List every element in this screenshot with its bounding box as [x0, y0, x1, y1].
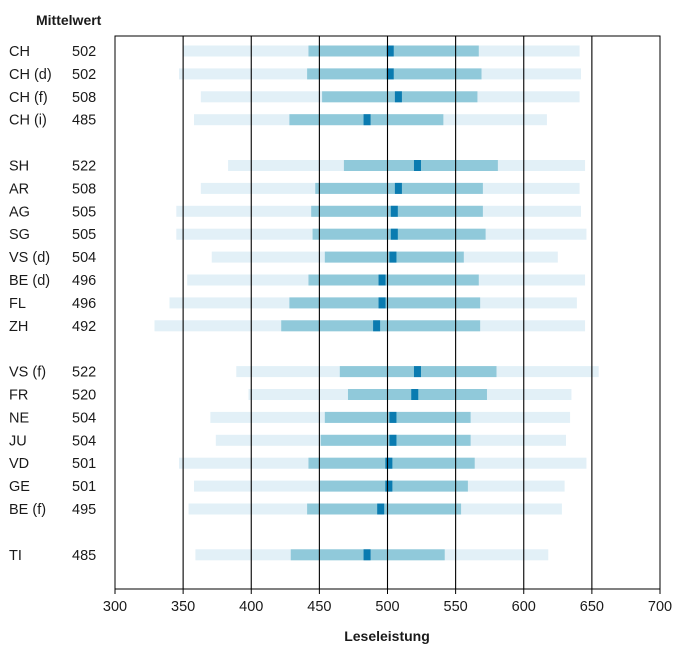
- mean-marker: [385, 480, 393, 492]
- row-label: BE (f): [9, 502, 46, 518]
- row-label: CH (d): [9, 67, 52, 83]
- x-tick-label: 400: [239, 599, 263, 615]
- row-label: CH: [9, 44, 30, 60]
- gridlines: [182, 36, 593, 589]
- row-label: FL: [9, 296, 26, 312]
- mean-marker: [411, 389, 419, 400]
- mean-marker: [413, 366, 421, 378]
- x-tick-labels: 300 350 400 450 500 550 600 650 700: [103, 589, 672, 615]
- row-label: VD: [9, 456, 29, 472]
- x-tick-label: 600: [512, 599, 536, 615]
- row-label: BE (d): [9, 273, 50, 289]
- mean-marker: [389, 411, 397, 423]
- row-mean-value: 496: [72, 273, 96, 289]
- percentile-25-75-bar: [312, 228, 486, 240]
- row-mean-value: 522: [72, 159, 96, 175]
- x-tick-label: 550: [444, 599, 468, 615]
- row-mean-value: 485: [72, 113, 96, 129]
- percentile-25-75-bar: [324, 411, 471, 423]
- row-labels: CH 502 CH (d) 502 CH (f) 508 CH (i) 485 SH 522 AR 5…: [9, 44, 96, 564]
- row-label: ZH: [9, 319, 28, 335]
- row-mean-value: 501: [72, 479, 96, 495]
- row-mean-value: 504: [72, 433, 96, 449]
- mean-marker: [413, 160, 421, 171]
- row-mean-value: 495: [72, 502, 96, 518]
- mean-marker: [389, 251, 397, 263]
- row-mean-value: 505: [72, 204, 96, 220]
- mean-marker: [363, 549, 371, 561]
- row-label: SH: [9, 159, 29, 175]
- x-tick-label: 300: [103, 599, 127, 615]
- row-label: AG: [9, 204, 30, 220]
- mean-marker: [386, 45, 394, 57]
- row-mean-value: 504: [72, 410, 96, 426]
- percentile-25-75-bar: [308, 274, 479, 286]
- mean-marker: [390, 228, 398, 240]
- row-label: JU: [9, 433, 27, 449]
- row-mean-value: 508: [72, 90, 96, 106]
- x-tick-label: 450: [307, 599, 331, 615]
- row-label: FR: [9, 388, 28, 404]
- row-label: VS (d): [9, 250, 50, 266]
- row-mean-value: 496: [72, 296, 96, 312]
- row-mean-value: 505: [72, 227, 96, 243]
- x-tick-label: 500: [375, 599, 399, 615]
- mean-marker: [373, 320, 381, 332]
- mean-marker: [394, 91, 402, 103]
- mean-marker: [363, 114, 371, 126]
- row-label: VS (f): [9, 365, 46, 381]
- x-tick-label: 650: [580, 599, 604, 615]
- mean-marker: [390, 205, 398, 217]
- percentile-25-75-bar: [307, 68, 482, 80]
- row-mean-value: 522: [72, 365, 96, 381]
- row-mean-value: 520: [72, 388, 96, 404]
- row-mean-value: 508: [72, 181, 96, 197]
- bars-layer: [154, 45, 599, 561]
- mean-marker: [389, 434, 397, 446]
- row-mean-value: 502: [72, 67, 96, 83]
- row-label: SG: [9, 227, 30, 243]
- row-mean-value: 504: [72, 250, 96, 266]
- mean-marker: [378, 297, 386, 309]
- row-mean-value: 492: [72, 319, 96, 335]
- percentile-25-75-bar: [319, 480, 468, 492]
- x-axis-title: Leseleistung: [344, 628, 430, 644]
- x-tick-label: 700: [648, 599, 672, 615]
- mean-marker: [386, 68, 394, 80]
- row-label: AR: [9, 181, 29, 197]
- mean-marker: [385, 457, 393, 469]
- row-mean-value: 485: [72, 548, 96, 564]
- row-label: CH (f): [9, 90, 48, 106]
- mean-marker: [378, 274, 386, 286]
- mean-column-header: Mittelwert: [36, 12, 102, 28]
- row-label: TI: [9, 548, 22, 564]
- row-label: GE: [9, 479, 30, 495]
- row-label: CH (i): [9, 113, 47, 129]
- row-mean-value: 501: [72, 456, 96, 472]
- mean-marker: [394, 182, 402, 194]
- mean-marker: [377, 503, 385, 515]
- row-label: NE: [9, 410, 29, 426]
- percentile-25-75-bar: [281, 320, 481, 332]
- x-tick-label: 350: [171, 599, 195, 615]
- row-mean-value: 502: [72, 44, 96, 60]
